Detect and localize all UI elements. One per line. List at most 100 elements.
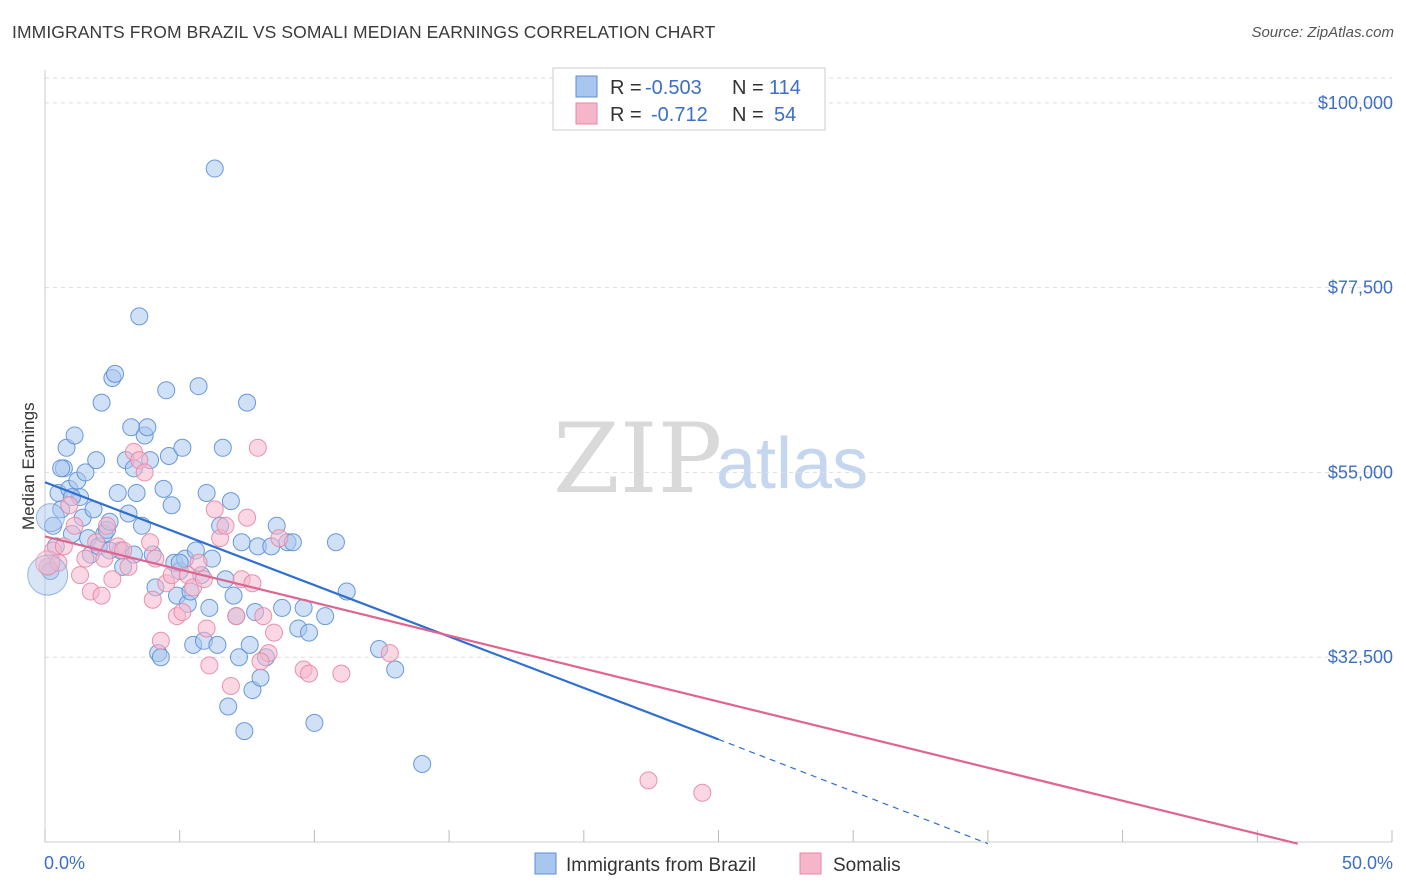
brazil-point [157,381,176,400]
legend-swatch-brazil [575,75,598,98]
correlation-legend: R = -0.503 N = 114 R = -0.712 N = 54 [552,67,826,131]
watermark-zip: ZIP [553,403,722,515]
somali-point [87,533,106,552]
brazil-point [154,479,173,498]
brazil-point [76,463,95,482]
axes: $32,500 $55,000 $77,500 $100,000 0.0% 50.0% [44,70,1393,873]
somali-point [173,603,192,622]
somali-point [205,500,224,519]
legend-r-label-somali: R = [610,104,642,126]
somali-point [103,570,122,589]
somali-point [332,664,351,683]
trend-lines [44,481,1298,845]
legend-r-label-brazil: R = [610,77,642,99]
y-axis-label: Median Earnings [19,402,38,530]
somali-point [254,607,273,626]
legend-r-value-somali: -0.712 [651,104,708,126]
somali-point [227,607,246,626]
x-tick-label: 0.0% [44,853,85,873]
brazil-point [189,377,208,396]
gridlines [45,77,1392,658]
brazil-point [87,451,106,470]
brazil-point [200,598,219,617]
somali-trend-line [44,535,1298,845]
somali-point [151,631,170,650]
brazil-point [240,635,259,654]
somali-point [639,771,658,790]
series-legend-label-brazil: Immigrants from Brazil [566,855,756,876]
brazil-point [52,459,71,478]
somali-point [143,590,162,609]
brazil-point [273,598,292,617]
somali-point [251,652,270,671]
series-legend-swatch-somali [799,852,822,875]
brazil-point [229,648,248,667]
somali-point [200,656,219,675]
chart-source: Source: ZipAtlas.com [1251,24,1394,41]
somali-point [92,586,111,605]
brazil-point [221,492,240,511]
somali-point [119,557,138,576]
brazil-point [205,159,224,178]
brazil-point [224,586,243,605]
somali-point [238,508,257,527]
somali-point [216,516,235,535]
y-tick-label: $77,500 [1328,278,1393,298]
x-tick-label: 50.0% [1342,853,1393,873]
somali-point [197,619,216,638]
somali-point-large [35,550,61,576]
somali-point [60,496,79,515]
brazil-point [108,483,127,502]
somali-point [221,676,240,695]
brazil-point [238,393,257,412]
brazil-point-large [35,503,65,533]
somali-point [76,549,95,568]
brazil-point [316,607,335,626]
brazil-point [127,483,146,502]
brazil-point [130,307,149,326]
brazil-point [413,754,432,773]
somali-point [270,529,289,548]
watermark-atlas: atlas [716,424,868,504]
series-legend-label-somali: Somalis [833,855,901,876]
brazil-point [173,438,192,457]
y-tick-label: $32,500 [1328,647,1393,667]
somali-point [135,463,154,482]
somali-point [300,664,319,683]
brazil-point [138,418,157,437]
chart-title: IMMIGRANTS FROM BRAZIL VS SOMALI MEDIAN … [12,22,716,42]
brazil-point [235,722,254,741]
brazil-point [151,648,170,667]
legend-r-value-brazil: -0.503 [645,77,702,99]
somali-point [141,533,160,552]
somali-point [693,783,712,802]
brazil-trend-line [44,481,719,741]
somali-point [264,623,283,642]
legend-n-label-brazil: N = [732,77,764,99]
brazil-point [219,697,238,716]
brazil-point [162,496,181,515]
brazil-point [197,483,216,502]
brazil-point [251,668,270,687]
brazil-point [326,533,345,552]
series-legend: Immigrants from Brazil Somalis [534,852,901,876]
brazil-point [213,438,232,457]
legend-box [552,67,826,131]
brazil-point [232,533,251,552]
brazil-trend-extension [718,738,989,845]
series-legend-swatch-brazil [534,852,557,875]
somali-point [248,438,267,457]
legend-n-label-somali: N = [732,104,764,126]
brazil-point [305,713,324,732]
y-tick-label: $100,000 [1318,93,1393,113]
somali-point [380,644,399,663]
somali-point [71,566,90,585]
data-points [27,159,712,802]
y-tick-label: $55,000 [1328,462,1393,482]
brazil-point [159,447,178,465]
legend-n-value-somali: 54 [774,104,796,126]
brazil-point [386,660,405,679]
brazil-point [300,623,319,642]
somali-point [65,516,84,535]
